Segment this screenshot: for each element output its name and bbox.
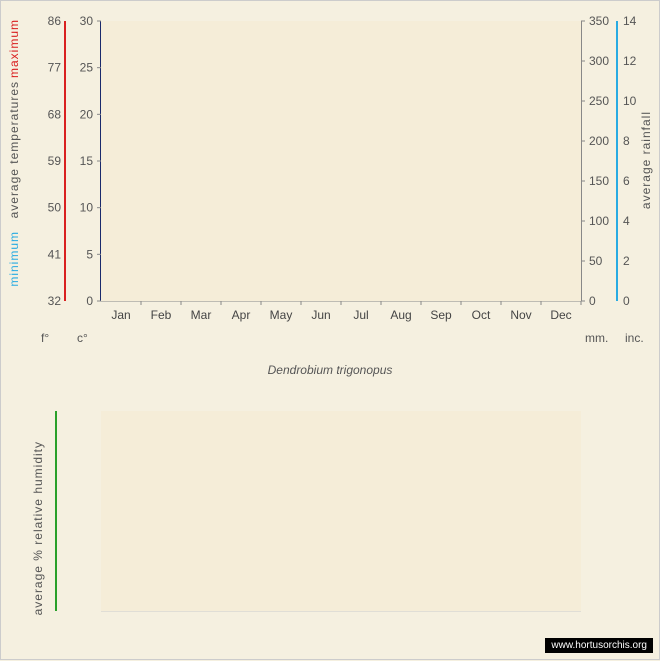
svg-text:8: 8: [623, 134, 630, 148]
climate-chart-panel: minimum average temperatures maximum ave…: [1, 1, 659, 659]
unit-f: f°: [41, 331, 49, 345]
svg-text:50: 50: [48, 201, 62, 215]
label-minimum: minimum: [7, 231, 21, 287]
svg-text:150: 150: [589, 174, 609, 188]
label-minimum-text: minimum: [7, 231, 21, 287]
unit-inc: inc.: [625, 331, 644, 345]
svg-text:2: 2: [623, 254, 630, 268]
svg-text:Jan: Jan: [111, 308, 130, 322]
label-humidity-text: average % relative humidity: [31, 441, 45, 615]
svg-text:30: 30: [80, 14, 94, 28]
svg-text:41: 41: [48, 247, 62, 261]
svg-text:14: 14: [623, 14, 637, 28]
svg-text:20: 20: [80, 107, 94, 121]
svg-text:25: 25: [80, 61, 94, 75]
svg-text:4: 4: [623, 214, 630, 228]
svg-text:5: 5: [86, 247, 93, 261]
species-title: Dendrobium trigonopus: [1, 363, 659, 377]
svg-text:200: 200: [589, 134, 609, 148]
svg-text:Aug: Aug: [390, 308, 411, 322]
label-maximum-text: maximum: [7, 19, 21, 78]
svg-text:350: 350: [589, 14, 609, 28]
svg-text:10: 10: [623, 94, 637, 108]
svg-text:6: 6: [623, 174, 630, 188]
svg-text:50: 50: [589, 254, 603, 268]
svg-text:Apr: Apr: [232, 308, 251, 322]
svg-text:Feb: Feb: [151, 308, 172, 322]
svg-text:Mar: Mar: [191, 308, 212, 322]
svg-text:100: 100: [589, 214, 609, 228]
svg-text:32: 32: [48, 294, 62, 308]
svg-text:250: 250: [589, 94, 609, 108]
label-avg-rainfall-text: average rainfall: [639, 111, 653, 209]
label-maximum: maximum: [7, 19, 21, 78]
label-avg-temps-text: average temperatures: [7, 81, 21, 218]
svg-text:12: 12: [623, 54, 637, 68]
top-chart-bg: [101, 21, 581, 301]
svg-text:0: 0: [86, 294, 93, 308]
svg-text:Jul: Jul: [353, 308, 368, 322]
svg-text:Jun: Jun: [311, 308, 330, 322]
svg-text:Oct: Oct: [472, 308, 491, 322]
label-avg-temps: average temperatures: [7, 81, 21, 218]
svg-text:May: May: [270, 308, 293, 322]
label-humidity: average % relative humidity: [31, 441, 45, 615]
svg-text:10: 10: [80, 201, 94, 215]
svg-text:77: 77: [48, 61, 62, 75]
svg-text:68: 68: [48, 107, 62, 121]
svg-text:300: 300: [589, 54, 609, 68]
svg-text:Dec: Dec: [550, 308, 571, 322]
svg-text:Nov: Nov: [510, 308, 531, 322]
watermark: www.hortusorchis.org: [545, 638, 653, 653]
svg-text:0: 0: [623, 294, 630, 308]
bot-chart-bg: [101, 411, 581, 611]
svg-text:59: 59: [48, 154, 62, 168]
svg-text:Sep: Sep: [430, 308, 452, 322]
svg-text:86: 86: [48, 14, 62, 28]
svg-text:0: 0: [589, 294, 596, 308]
label-avg-rainfall: average rainfall: [639, 111, 653, 209]
svg-text:15: 15: [80, 154, 94, 168]
unit-mm: mm.: [585, 331, 608, 345]
unit-c: c°: [77, 331, 88, 345]
